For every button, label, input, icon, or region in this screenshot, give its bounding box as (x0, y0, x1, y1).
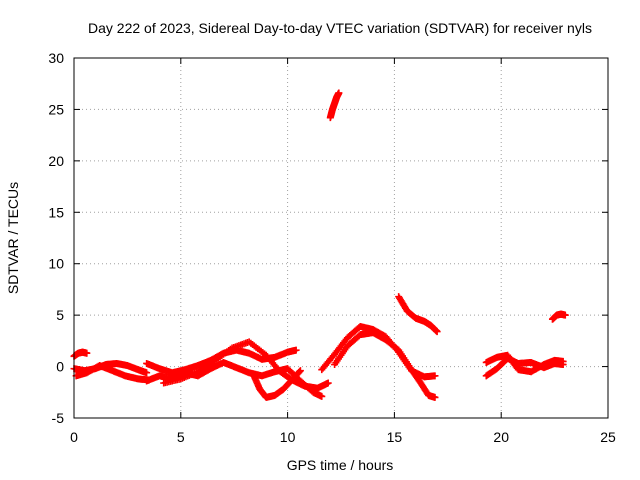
series-arc-3 (72, 362, 153, 384)
y-tick-label: 0 (56, 359, 64, 375)
data-point (143, 369, 151, 377)
data-point (292, 346, 300, 354)
data-point (335, 89, 343, 97)
y-tick-label: 5 (56, 307, 64, 323)
series-arc-11 (395, 293, 441, 336)
axis-ticks: 0 5 10 15 20 25 -5 0 5 10 15 20 25 30 (48, 50, 616, 445)
data-point (324, 379, 332, 387)
series-arc-14 (548, 310, 569, 323)
data-point (318, 392, 326, 400)
data-marks (70, 89, 569, 401)
series-arc-9 (331, 329, 439, 401)
y-tick-label: 15 (48, 204, 64, 220)
x-tick-label: 15 (387, 429, 403, 445)
data-point (433, 328, 441, 336)
series-arc-13 (482, 351, 567, 376)
series-arc-6 (160, 338, 332, 392)
series-arc-1 (70, 348, 91, 360)
x-tick-label: 0 (70, 429, 78, 445)
y-axis-label: SDTVAR / TECUs (5, 182, 21, 294)
series-arc-8 (318, 322, 439, 381)
series-arc-7 (249, 367, 304, 401)
x-tick-label: 5 (177, 429, 185, 445)
data-point (561, 311, 569, 319)
chart-title: Day 222 of 2023, Sidereal Day-to-day VTE… (88, 20, 592, 36)
data-point (296, 367, 304, 375)
series-arc-10 (326, 89, 343, 122)
y-tick-label: 25 (48, 101, 64, 117)
x-axis-label: GPS time / hours (287, 457, 394, 473)
x-tick-label: 10 (280, 429, 296, 445)
x-tick-label: 20 (493, 429, 509, 445)
y-tick-label: -5 (52, 410, 65, 426)
data-point (83, 349, 91, 357)
data-point (296, 368, 304, 376)
data-point (559, 357, 567, 365)
y-tick-label: 10 (48, 256, 64, 272)
x-tick-label: 25 (600, 429, 616, 445)
data-point (431, 372, 439, 380)
y-tick-label: 30 (48, 50, 64, 66)
plot-frame (73, 57, 609, 419)
y-tick-label: 20 (48, 153, 64, 169)
data-point (431, 393, 439, 401)
